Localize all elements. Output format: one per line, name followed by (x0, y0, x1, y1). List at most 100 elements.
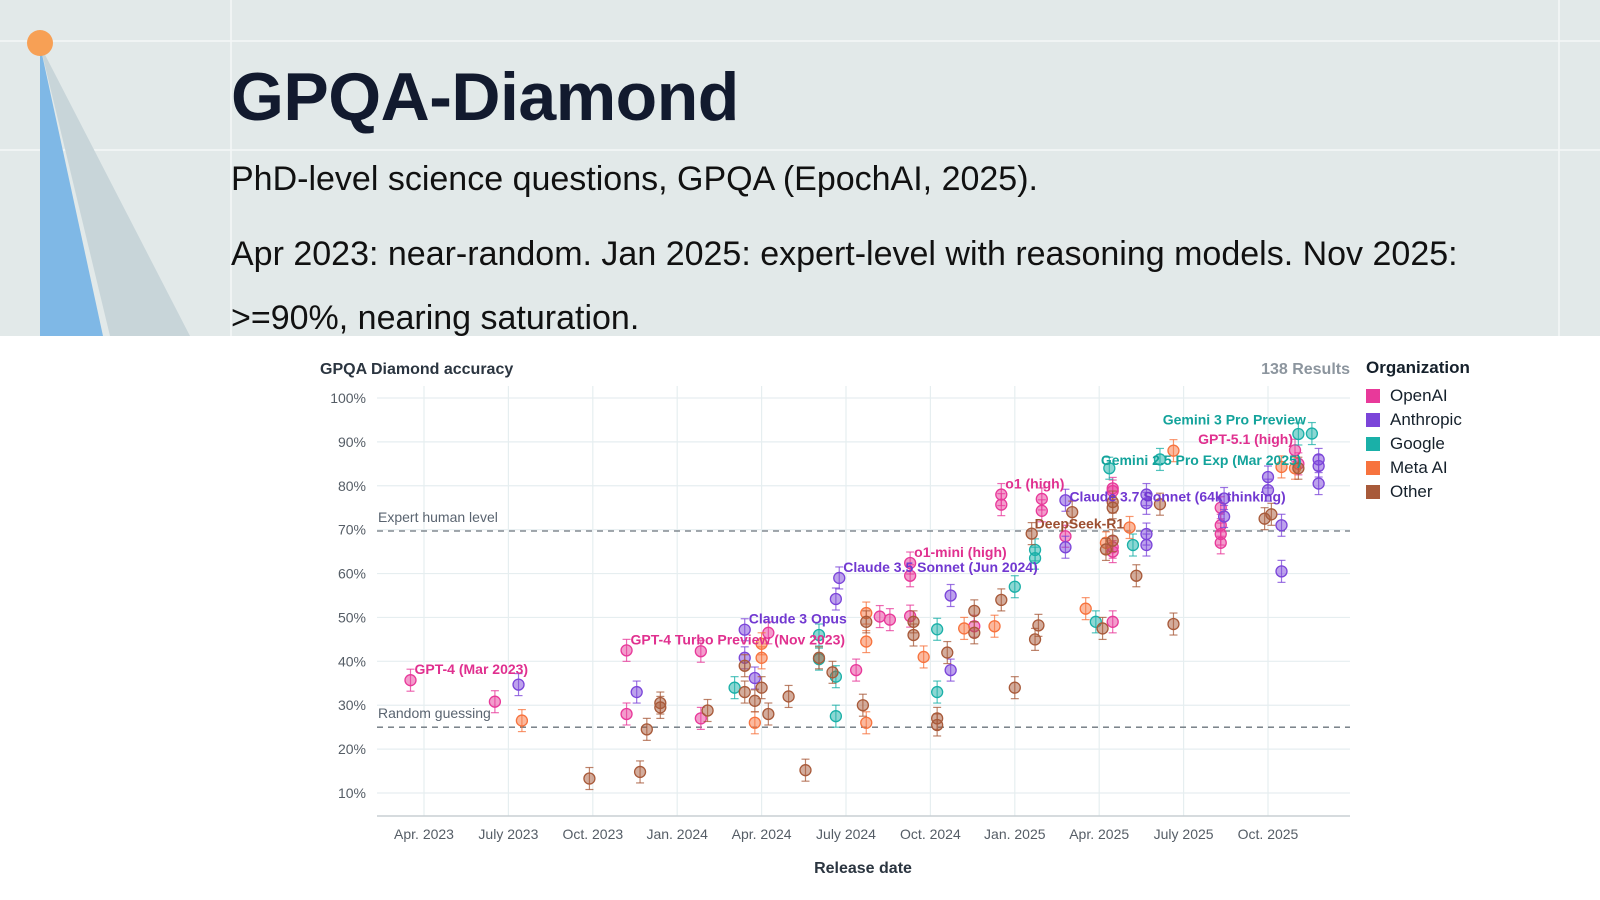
legend-item-openai[interactable]: OpenAI (1366, 384, 1470, 408)
point-marker (799, 764, 812, 777)
point-marker (1153, 498, 1167, 511)
data-point-other (1025, 522, 1038, 546)
point-marker (1261, 470, 1275, 484)
data-point-google (1028, 546, 1042, 570)
point-marker (907, 615, 920, 628)
data-point-openai (849, 658, 863, 682)
point-marker (620, 707, 633, 721)
point-marker (633, 765, 647, 779)
data-point-meta-ai (1275, 455, 1288, 479)
data-point-other (1292, 456, 1305, 480)
data-point-other (1167, 612, 1180, 636)
point-marker (404, 674, 417, 687)
data-point-other (748, 689, 761, 713)
data-point-other (633, 760, 647, 784)
data-point-anthropic (944, 583, 957, 608)
legend-swatch-openai (1366, 389, 1380, 403)
point-marker (512, 678, 525, 691)
point-marker (856, 699, 870, 712)
point-marker (748, 671, 761, 685)
data-point-anthropic (512, 672, 525, 697)
x-axis-label: Release date (814, 860, 912, 877)
data-point-other (1106, 490, 1119, 514)
point-marker (1025, 527, 1038, 540)
y-tick-label: 90% (338, 434, 366, 450)
annotation-label: GPT-4 (Mar 2023) (414, 661, 528, 677)
data-point-other (826, 660, 839, 684)
data-point-other (856, 693, 870, 717)
point-marker (762, 707, 775, 721)
point-marker (860, 716, 873, 729)
point-marker (1305, 427, 1319, 440)
point-marker (1008, 580, 1021, 593)
annotation-label: o1 (high) (1005, 476, 1064, 492)
data-point-anthropic (1275, 559, 1288, 583)
y-tick-label: 100% (330, 390, 366, 406)
point-marker (968, 626, 981, 639)
y-tick-label: 10% (338, 785, 366, 801)
point-marker (941, 646, 954, 659)
point-marker (488, 695, 502, 708)
point-marker (1008, 681, 1021, 694)
x-tick-label: Oct. 2025 (1238, 826, 1299, 842)
legend-item-other[interactable]: Other (1366, 480, 1470, 504)
data-point-other (654, 695, 667, 720)
legend-item-google[interactable]: Google (1366, 432, 1470, 456)
point-marker (1123, 521, 1136, 534)
point-marker (1140, 497, 1153, 510)
point-marker (1140, 538, 1153, 552)
y-tick-label: 50% (338, 609, 366, 625)
data-point-openai (620, 702, 633, 726)
data-point-anthropic (1261, 465, 1275, 489)
legend-label: Google (1390, 434, 1445, 453)
blue-triangle-shape (40, 45, 103, 336)
point-marker (1153, 453, 1167, 466)
data-point-openai (762, 621, 775, 645)
point-marker (944, 589, 957, 602)
y-tick-label: 80% (338, 478, 366, 494)
data-point-google (812, 623, 826, 647)
annotation-label: Gemini 2.5 Pro Exp (Mar 2025) (1101, 452, 1302, 468)
point-marker (1096, 622, 1109, 635)
point-marker (620, 644, 633, 657)
data-point-other (907, 610, 920, 634)
data-point-other (1099, 537, 1113, 562)
data-point-meta-ai (1123, 515, 1136, 540)
point-marker (903, 569, 917, 582)
point-marker (849, 663, 863, 677)
legend-item-meta-ai[interactable]: Meta AI (1366, 456, 1470, 480)
data-point-openai (903, 564, 917, 588)
x-tick-label: Jan. 2025 (984, 826, 1046, 842)
y-tick-label: 20% (338, 741, 366, 757)
x-tick-label: Apr. 2023 (394, 826, 454, 842)
data-point-meta-ai (748, 711, 761, 735)
slide-subtitle: PhD-level science questions, GPQA (Epoch… (231, 160, 1038, 198)
data-point-anthropic (829, 587, 843, 611)
data-point-openai (883, 608, 897, 632)
legend-swatch-google (1366, 437, 1380, 451)
point-marker (829, 710, 843, 723)
data-point-anthropic (1059, 488, 1072, 512)
chart-title: GPQA Diamond accuracy (320, 361, 513, 378)
data-point-other (1265, 502, 1278, 526)
x-tick-label: July 2025 (1154, 826, 1214, 842)
point-marker (583, 772, 596, 785)
data-point-other (1008, 676, 1021, 700)
point-marker (1130, 569, 1143, 582)
data-point-google (1103, 456, 1116, 480)
point-marker (728, 681, 741, 694)
point-marker (1167, 444, 1180, 457)
data-point-anthropic (1312, 454, 1325, 478)
data-point-meta-ai (860, 711, 873, 735)
legend-item-anthropic[interactable]: Anthropic (1366, 408, 1470, 432)
point-marker (917, 650, 930, 664)
point-marker (995, 498, 1008, 511)
data-point-other (738, 654, 751, 678)
slide-title: GPQA-Diamond (231, 59, 739, 135)
header-gridlines (240, 0, 1600, 336)
data-point-anthropic (1217, 504, 1231, 529)
point-marker (1032, 619, 1045, 632)
point-marker (873, 610, 886, 623)
annotation-label: o1-mini (high) (914, 544, 1007, 560)
point-marker (931, 685, 944, 699)
